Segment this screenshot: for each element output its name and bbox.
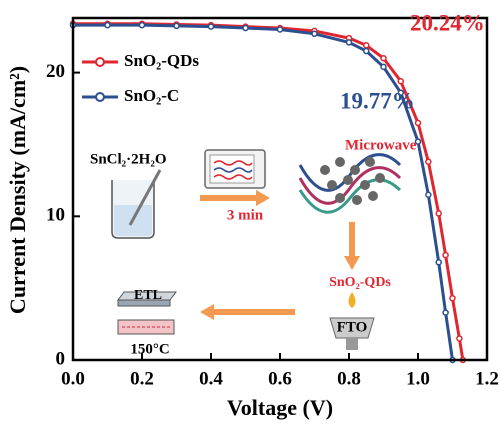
- x-tick-label: 0.0: [61, 368, 85, 389]
- annotation: FTO: [337, 319, 368, 335]
- x-tick-label: 1.0: [406, 368, 430, 389]
- annotation: SnCl₂·2H₂O: [90, 151, 167, 167]
- data-point: [207, 23, 215, 30]
- y-tick-label: 20: [46, 61, 65, 82]
- data-point: [435, 210, 442, 217]
- data-point: [449, 294, 456, 302]
- data-point: [138, 21, 146, 29]
- x-tick-label: 0.6: [268, 368, 292, 389]
- x-tick-label: 1.2: [475, 368, 499, 389]
- legend-marker: [95, 57, 105, 67]
- data-point: [380, 54, 387, 62]
- annotation: 150°C: [130, 341, 169, 357]
- y-axis-label: Current Density (mA/cm²): [5, 66, 30, 314]
- x-axis-label: Voltage (V): [227, 395, 333, 420]
- data-point: [442, 251, 449, 259]
- data-point: [414, 119, 422, 127]
- data-point: [363, 42, 370, 49]
- annotation: SnO₂-QDs: [329, 275, 391, 290]
- x-tick-label: 0.4: [199, 368, 223, 389]
- data-point: [397, 89, 404, 96]
- data-point: [414, 138, 422, 145]
- x-tick-label: 0.2: [130, 368, 154, 389]
- inset-illustration: [111, 149, 402, 350]
- data-point: [173, 22, 180, 30]
- y-tick-label: 0: [56, 348, 66, 369]
- annotation: 19.77%: [340, 88, 415, 113]
- plot-frame: [71, 16, 489, 362]
- legend-label: SnO₂-C: [124, 86, 179, 105]
- data-point: [380, 63, 387, 71]
- y-tick-label: 10: [46, 205, 65, 226]
- x-tick-label: 0.8: [337, 368, 361, 389]
- annotation: Microwave: [345, 137, 417, 153]
- data-point: [276, 26, 284, 33]
- legend-marker: [95, 92, 105, 102]
- data-point: [311, 30, 318, 38]
- data-point: [425, 158, 432, 165]
- data-point: [242, 24, 249, 32]
- annotation: 20.24%: [410, 10, 485, 35]
- data-point: [435, 259, 442, 266]
- data-point: [345, 39, 353, 46]
- data-point: [397, 77, 404, 85]
- annotation: ETL: [134, 288, 162, 303]
- data-point: [363, 47, 370, 55]
- data-point: [456, 335, 463, 342]
- annotation: 3 min: [227, 207, 264, 223]
- data-point: [425, 191, 432, 198]
- data-point: [442, 309, 449, 316]
- legend-label: SnO₂-QDs: [124, 51, 199, 70]
- data-point: [104, 21, 111, 29]
